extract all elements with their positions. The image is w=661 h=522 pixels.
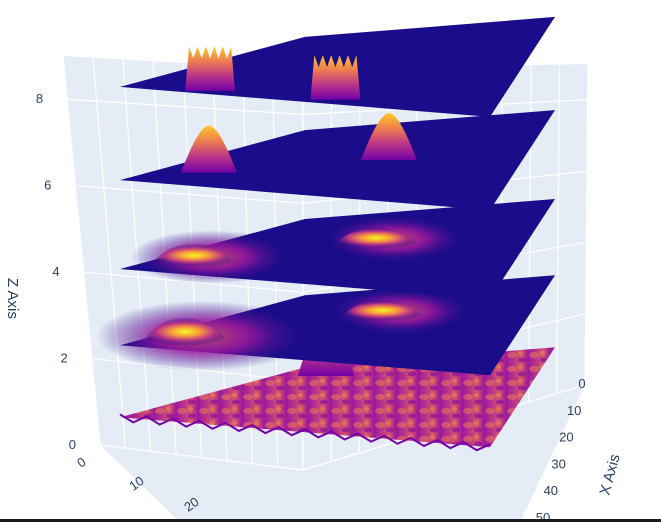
surface-peak	[310, 55, 361, 100]
surface-peak	[146, 243, 242, 268]
surface-layer	[96, 275, 555, 376]
y-tick-label: 0	[74, 454, 89, 470]
surface-layer	[120, 199, 555, 300]
z-tick-label: 0	[69, 437, 76, 452]
surface-layer	[120, 110, 555, 211]
surface-peak	[185, 46, 236, 91]
x-tick-label: 20	[559, 430, 573, 445]
bottom-edge-bar	[0, 519, 661, 522]
surface-layer	[120, 16, 555, 117]
x-tick-label: 10	[567, 403, 581, 418]
x-axis-title: X Axis	[596, 452, 623, 497]
floor-wall	[100, 385, 585, 522]
z-tick-label: 2	[61, 351, 68, 366]
z-axis-ticks: 0 2 4 6 8	[36, 91, 76, 452]
y-tick-label: 10	[126, 473, 146, 494]
z-tick-label: 6	[44, 178, 51, 193]
z-tick-label: 8	[36, 91, 43, 106]
surface-noise-edge	[119, 413, 491, 452]
surface-peak	[335, 299, 430, 322]
y-tick-label: 20	[181, 494, 201, 515]
x-tick-label: 30	[551, 456, 565, 471]
surface-peak	[137, 317, 233, 347]
surface-peak	[180, 125, 237, 173]
surface-peak	[360, 112, 417, 160]
x-tick-label: 0	[578, 376, 585, 391]
x-tick-label: 40	[544, 483, 558, 498]
surface-plane	[120, 110, 555, 211]
z-axis-title: Z Axis	[4, 278, 21, 319]
surface-layers	[96, 16, 555, 452]
surface-peak	[328, 227, 424, 249]
z-tick-label: 4	[52, 264, 59, 279]
surface-plane	[120, 347, 555, 448]
